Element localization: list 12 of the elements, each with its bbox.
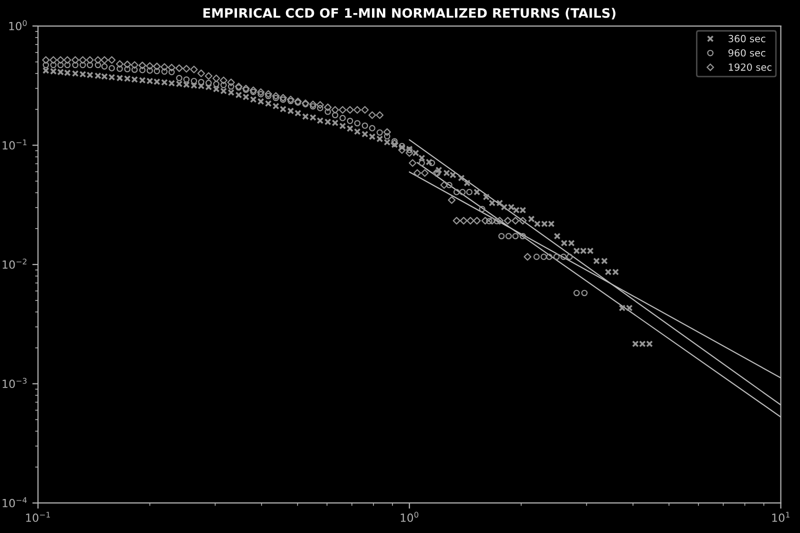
y-tick-label: 10$^{−3}$: [2, 378, 27, 388]
y-tick-label: 10$^{−4}$: [2, 497, 27, 508]
y-tick-label: 10$^{0}$: [9, 20, 27, 30]
chart-title: EMPIRICAL CCD OF 1-MIN NORMALIZED RETURNS (TAILS): [203, 8, 616, 20]
y-tick-label: 10$^{−1}$: [2, 139, 26, 150]
legend-label: 960 sec: [728, 49, 766, 57]
x-tick-label: 10$^{−1}$: [26, 512, 50, 522]
y-tick-label: 10$^{−2}$: [2, 258, 26, 269]
x-tick-label: 10$^{1}$: [772, 512, 790, 522]
legend-label: 1920 sec: [728, 63, 772, 71]
legend-label: 360 sec: [728, 34, 766, 42]
x-tick-label: 10$^{0}$: [400, 512, 418, 522]
